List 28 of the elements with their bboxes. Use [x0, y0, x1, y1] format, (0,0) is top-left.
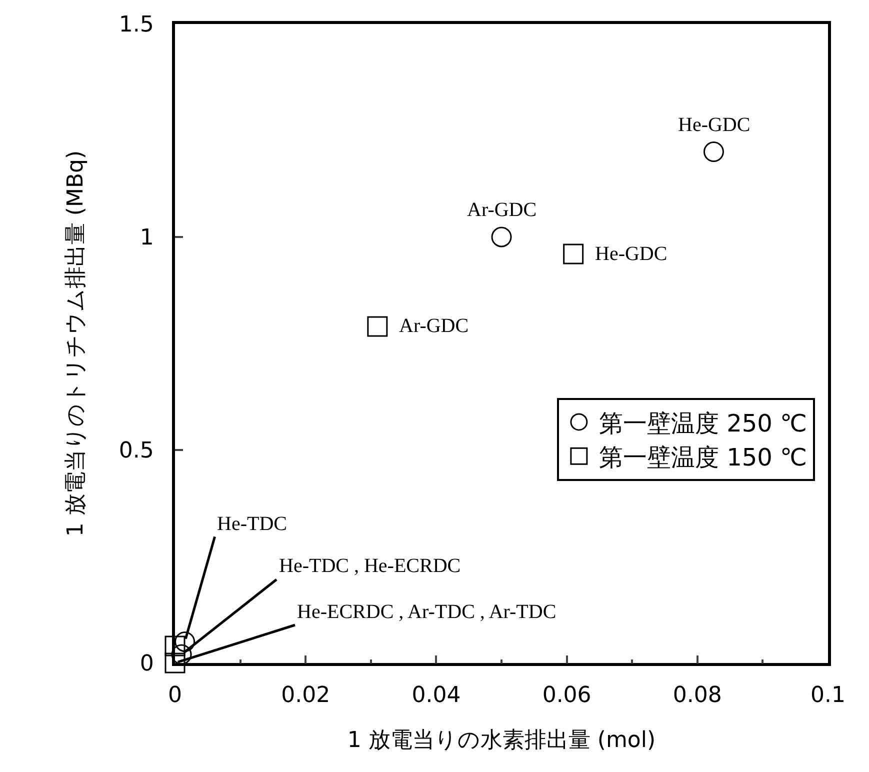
annotation: He-GDC	[595, 243, 668, 265]
y-axis-title: 1 放電当りのトリチウム排出量 (MBq)	[64, 150, 89, 537]
x-tick-label: 0.02	[281, 683, 330, 708]
x-tick-label: 0.1	[810, 683, 846, 708]
point	[703, 142, 724, 162]
annotation: He-GDC	[678, 114, 750, 136]
annotation: He-ECRDC , Ar-TDC , Ar-TDC	[297, 601, 556, 623]
y-tick-label: 1	[140, 226, 154, 251]
annotation: Ar-GDC	[467, 199, 537, 221]
point	[367, 316, 388, 337]
x-axis-title: 1 放電当りの水素排出量 (mol)	[347, 728, 656, 754]
x-tick-label: 0.08	[672, 683, 722, 708]
annotation: He-TDC , He-ECRDC	[279, 555, 461, 577]
point	[174, 631, 196, 652]
legend-label: 第一壁温度 250 ℃	[598, 409, 807, 438]
x-tick-label: 0	[168, 683, 182, 708]
y-tick-label: 0.5	[118, 438, 154, 464]
point	[164, 636, 186, 656]
x-tick-label: 0.06	[542, 683, 592, 708]
point	[563, 244, 584, 264]
annotation: Ar-GDC	[399, 315, 469, 337]
x-tick-label: 0.04	[412, 683, 461, 708]
y-tick-label: 0	[140, 652, 154, 677]
point	[491, 226, 512, 248]
annotation: He-TDC	[217, 513, 287, 535]
y-tick-label: 1.5	[118, 12, 154, 38]
legend-label: 第一壁温度 150 ℃	[598, 444, 807, 472]
point	[164, 652, 186, 674]
